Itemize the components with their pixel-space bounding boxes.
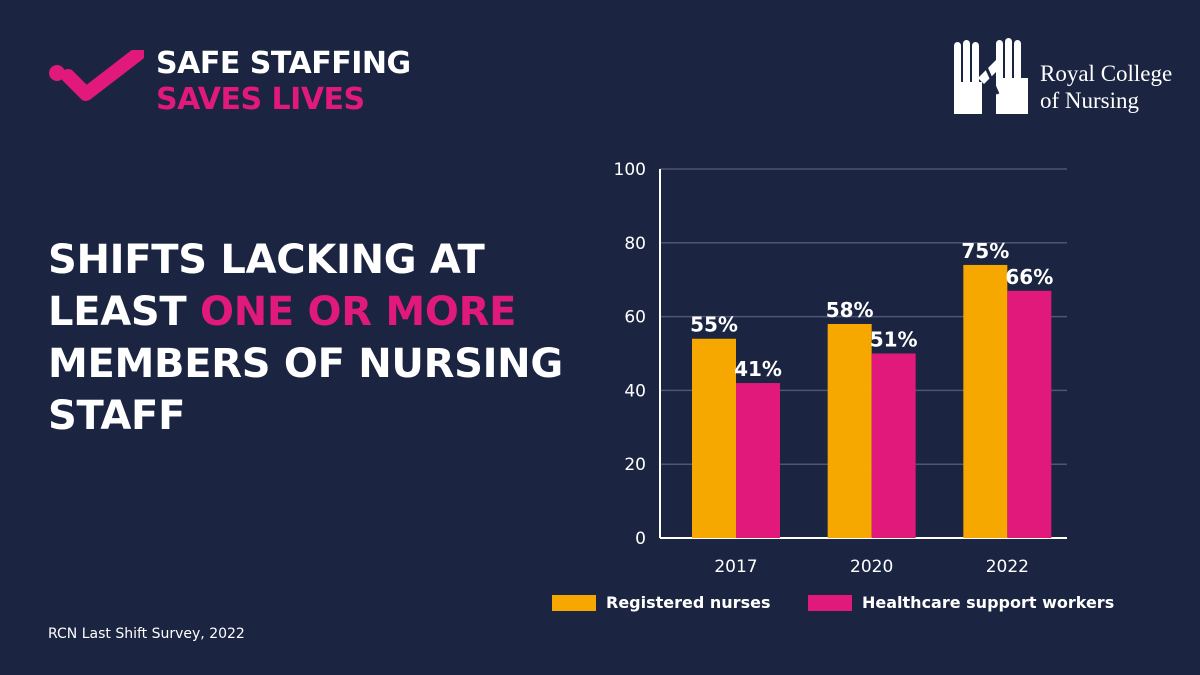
- legend-label-registered-nurses: Registered nurses: [606, 593, 771, 612]
- legend-swatch-healthcare-support-workers: [808, 594, 852, 611]
- bar-chart-svg: 0 20 40 60 80 100 55% 41% 2017 58% 51% 2020 75%66% 20…: [614, 160, 1067, 577]
- bar-chart: 0 20 40 60 80 100 55% 41% 2017 58% 51% 2020 75% 66% 20…: [560, 140, 1180, 630]
- bar-registered-nurses-2022: [963, 264, 1008, 538]
- legend-label-healthcare-support-workers: Healthcare support workers: [862, 593, 1115, 612]
- headline: SHIFTS LACKING AT LEAST ONE OR MORE MEMB…: [48, 234, 568, 442]
- data-label: 66%: [1005, 265, 1053, 289]
- x-tick-label: 2017: [714, 557, 757, 577]
- headline-part-1: SHIFTS LACKING AT LEAST: [48, 237, 485, 335]
- y-tick-label: 0: [635, 529, 646, 549]
- hands-logo-icon: [954, 38, 1028, 114]
- data-label: 58%: [826, 298, 874, 322]
- data-label: 41%: [734, 357, 782, 381]
- y-tick-label: 100: [614, 160, 646, 180]
- source-note: RCN Last Shift Survey, 2022: [48, 626, 245, 642]
- rcn-logo: Royal College of Nursing: [952, 38, 1172, 122]
- y-tick-label: 40: [624, 381, 646, 401]
- logo-text: Royal College of Nursing: [1040, 60, 1172, 114]
- y-tick-label: 60: [624, 308, 646, 328]
- headline-highlight: ONE OR MORE: [200, 289, 517, 335]
- data-label: 55%: [690, 313, 738, 337]
- data-label: 75%: [961, 239, 1009, 263]
- campaign-line-2: SAVES LIVES: [156, 82, 365, 117]
- bar-healthcare-support-workers-2020: [871, 353, 916, 538]
- bar-healthcare-support-workers-2017: [736, 383, 780, 538]
- checkmark-icon: [49, 50, 144, 101]
- x-tick-label: 2020: [850, 557, 893, 577]
- data-label: 51%: [870, 328, 918, 352]
- legend-swatch-registered-nurses: [552, 594, 596, 611]
- headline-part-2: MEMBERS OF NURSING STAFF: [48, 341, 563, 439]
- bar-healthcare-support-workers-2022: [1007, 290, 1052, 538]
- logo-line-1: Royal College: [1040, 61, 1173, 86]
- legend-item-registered-nurses: Registered nurses: [552, 593, 770, 612]
- chart-legend: Registered nurses Healthcare support wor…: [552, 593, 1192, 617]
- logo-line-2: of Nursing: [1040, 88, 1140, 113]
- campaign-lockup: SAFE STAFFING SAVES LIVES: [48, 44, 468, 124]
- bar-registered-nurses-2020: [827, 323, 872, 538]
- campaign-line-1: SAFE STAFFING: [156, 46, 411, 81]
- y-tick-label: 20: [624, 455, 646, 475]
- bar-registered-nurses-2017: [692, 338, 736, 538]
- y-tick-label: 80: [624, 234, 646, 254]
- x-tick-label: 2022: [986, 557, 1029, 577]
- legend-item-healthcare-support-workers: Healthcare support workers: [808, 593, 1114, 612]
